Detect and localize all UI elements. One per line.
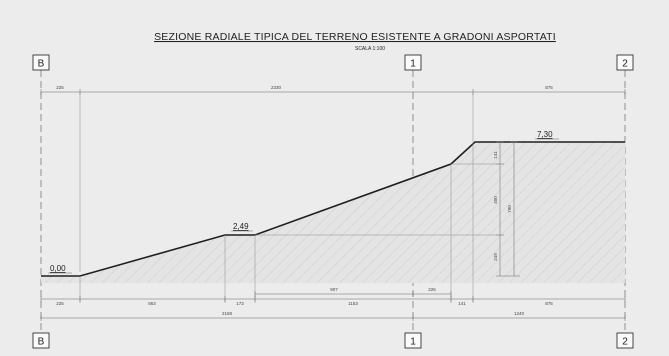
bottom-dimension-line-1: 225 863 173 1153 141 875 [40,296,626,306]
dimension-label: 400 [493,196,498,204]
section-tag-1-top: 1 [404,54,422,71]
dimension-label: 249 [493,253,498,261]
dimension-label: 226 [428,287,436,292]
level-value: 2,49 [233,222,249,231]
section-tag-label: 1 [410,337,416,348]
level-marker-mid: 2,49 [231,222,253,232]
dimension-label: 173 [236,301,244,306]
level-marker-top: 7,30 [535,130,559,140]
top-dimension-line: 225 2330 875 [40,85,626,272]
level-value: 7,30 [537,130,553,139]
dimension-label: 141 [493,151,498,159]
ground-section-fill [41,142,625,283]
section-tag-1-bottom: 1 [404,332,422,349]
dimension-label: 907 [330,287,338,292]
section-tag-b-top: B [32,54,50,71]
level-marker-start: 0,00 [48,264,72,274]
level-value: 0,00 [50,264,66,273]
dimension-label: 863 [148,301,156,306]
bottom-dimension-line-3: 2168 1240 [40,311,626,321]
section-tag-label: B [38,337,45,348]
dimension-label: 875 [545,85,553,90]
section-tag-2-top: 2 [616,54,634,71]
dimension-label: 225 [56,301,64,306]
dimension-label: 225 [56,85,64,90]
bottom-dimension-line-2: 907 226 [254,287,452,297]
dimension-label: 1240 [514,311,525,316]
dimension-label: 2330 [271,85,282,90]
dimension-label: 875 [545,301,553,306]
dimension-label: 2168 [222,311,233,316]
section-tag-b-bottom: B [32,332,50,349]
dimension-label: 1153 [348,301,358,306]
section-tag-2-bottom: 2 [616,332,634,349]
drawing-scale: SCALA 1:100 [355,46,385,52]
section-tag-label: 2 [622,59,628,70]
dimension-label: 790 [507,205,512,213]
section-tag-label: 2 [622,337,628,348]
section-tag-label: B [38,59,45,70]
section-tag-label: 1 [410,59,416,70]
dimension-label: 141 [458,301,466,306]
drawing-title: SEZIONE RADIALE TIPICA DEL TERRENO ESIST… [154,31,556,43]
vertical-dimensions: 141 400 249 790 [255,141,520,277]
